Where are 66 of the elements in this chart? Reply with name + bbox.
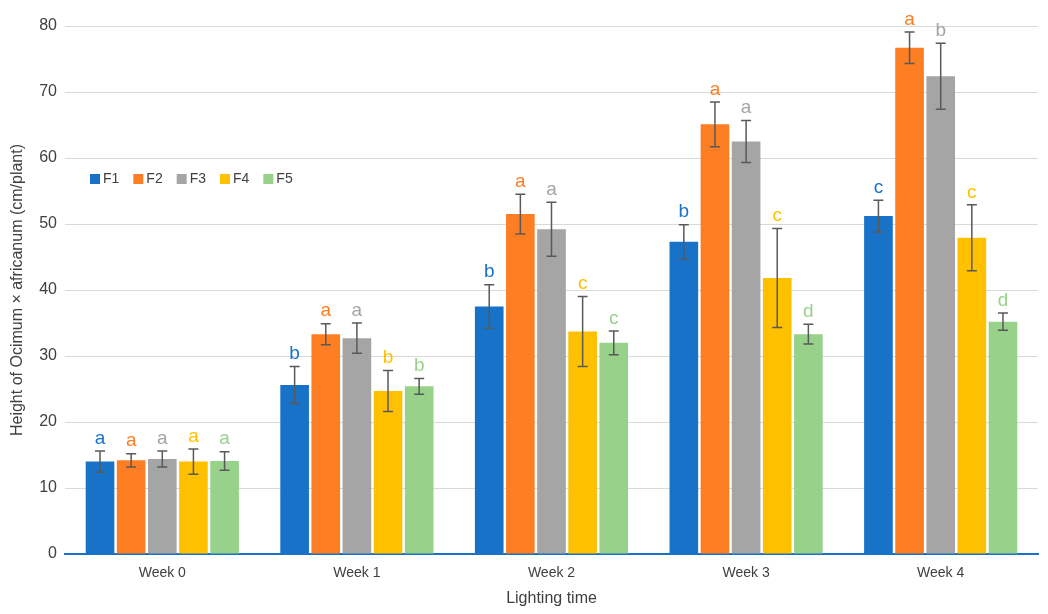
- y-tick-label: 30: [39, 346, 58, 364]
- bar: [700, 124, 730, 554]
- x-tick-label: Week 1: [333, 564, 381, 581]
- bar: [147, 458, 177, 554]
- annotation: a: [740, 96, 752, 118]
- annotation: a: [188, 424, 200, 446]
- bar: [599, 342, 629, 554]
- annotation: a: [157, 426, 169, 448]
- bar: [568, 331, 597, 554]
- legend-label: F2: [146, 169, 163, 186]
- annotation: a: [546, 177, 558, 199]
- y-tick-label: 10: [39, 478, 58, 496]
- bar: [895, 47, 924, 554]
- bar: [373, 390, 403, 554]
- bar: [731, 141, 761, 554]
- annotation: a: [125, 429, 137, 451]
- annotation: c: [967, 180, 977, 202]
- legend-label: F5: [276, 169, 293, 186]
- annotation: c: [873, 175, 884, 197]
- bar: [210, 460, 239, 554]
- annotation: b: [935, 18, 946, 40]
- annotation: d: [997, 288, 1009, 310]
- annotation: c: [772, 204, 782, 226]
- annotation: b: [678, 200, 690, 222]
- bar: [762, 278, 792, 554]
- legend-label: F4: [233, 169, 250, 186]
- bar: [404, 386, 434, 554]
- bar: [506, 214, 535, 554]
- annotation: b: [289, 342, 300, 364]
- x-axis-title: Lighting time: [506, 588, 597, 606]
- annotation: a: [219, 427, 231, 449]
- bar: [537, 229, 566, 554]
- annotation: d: [803, 300, 814, 322]
- annotation: a: [904, 7, 916, 29]
- y-axis-title: Height of Ocimum × africanum (cm/plant): [8, 143, 26, 437]
- y-tick-label: 0: [48, 544, 58, 562]
- bar: [342, 338, 372, 554]
- x-tick-label: Week 4: [917, 564, 965, 581]
- y-tick-label: 20: [39, 412, 58, 430]
- bar: [311, 334, 341, 554]
- bar: [957, 237, 987, 554]
- legend-label: F1: [103, 169, 120, 186]
- bar: [988, 321, 1018, 554]
- annotation: b: [483, 260, 495, 282]
- annotation: a: [515, 170, 527, 192]
- bar: [179, 461, 208, 554]
- annotation: c: [577, 272, 588, 294]
- y-tick-label: 80: [39, 16, 58, 34]
- annotation: a: [709, 77, 721, 99]
- bar: [116, 460, 146, 554]
- annotation: b: [413, 354, 425, 376]
- y-tick-label: 40: [39, 280, 58, 298]
- x-tick-label: Week 3: [722, 564, 770, 581]
- bar: [926, 76, 956, 554]
- annotation: a: [320, 299, 332, 321]
- y-tick-label: 70: [39, 82, 58, 100]
- annotation: b: [382, 346, 394, 368]
- annotation: c: [609, 306, 619, 328]
- annotation: a: [94, 426, 106, 448]
- x-tick-label: Week 0: [138, 564, 187, 581]
- bar: [794, 334, 823, 554]
- legend-label: F3: [189, 169, 207, 186]
- annotation: a: [351, 298, 363, 320]
- y-tick-label: 50: [39, 214, 58, 232]
- y-tick-label: 60: [39, 148, 58, 166]
- x-tick-label: Week 2: [527, 564, 576, 581]
